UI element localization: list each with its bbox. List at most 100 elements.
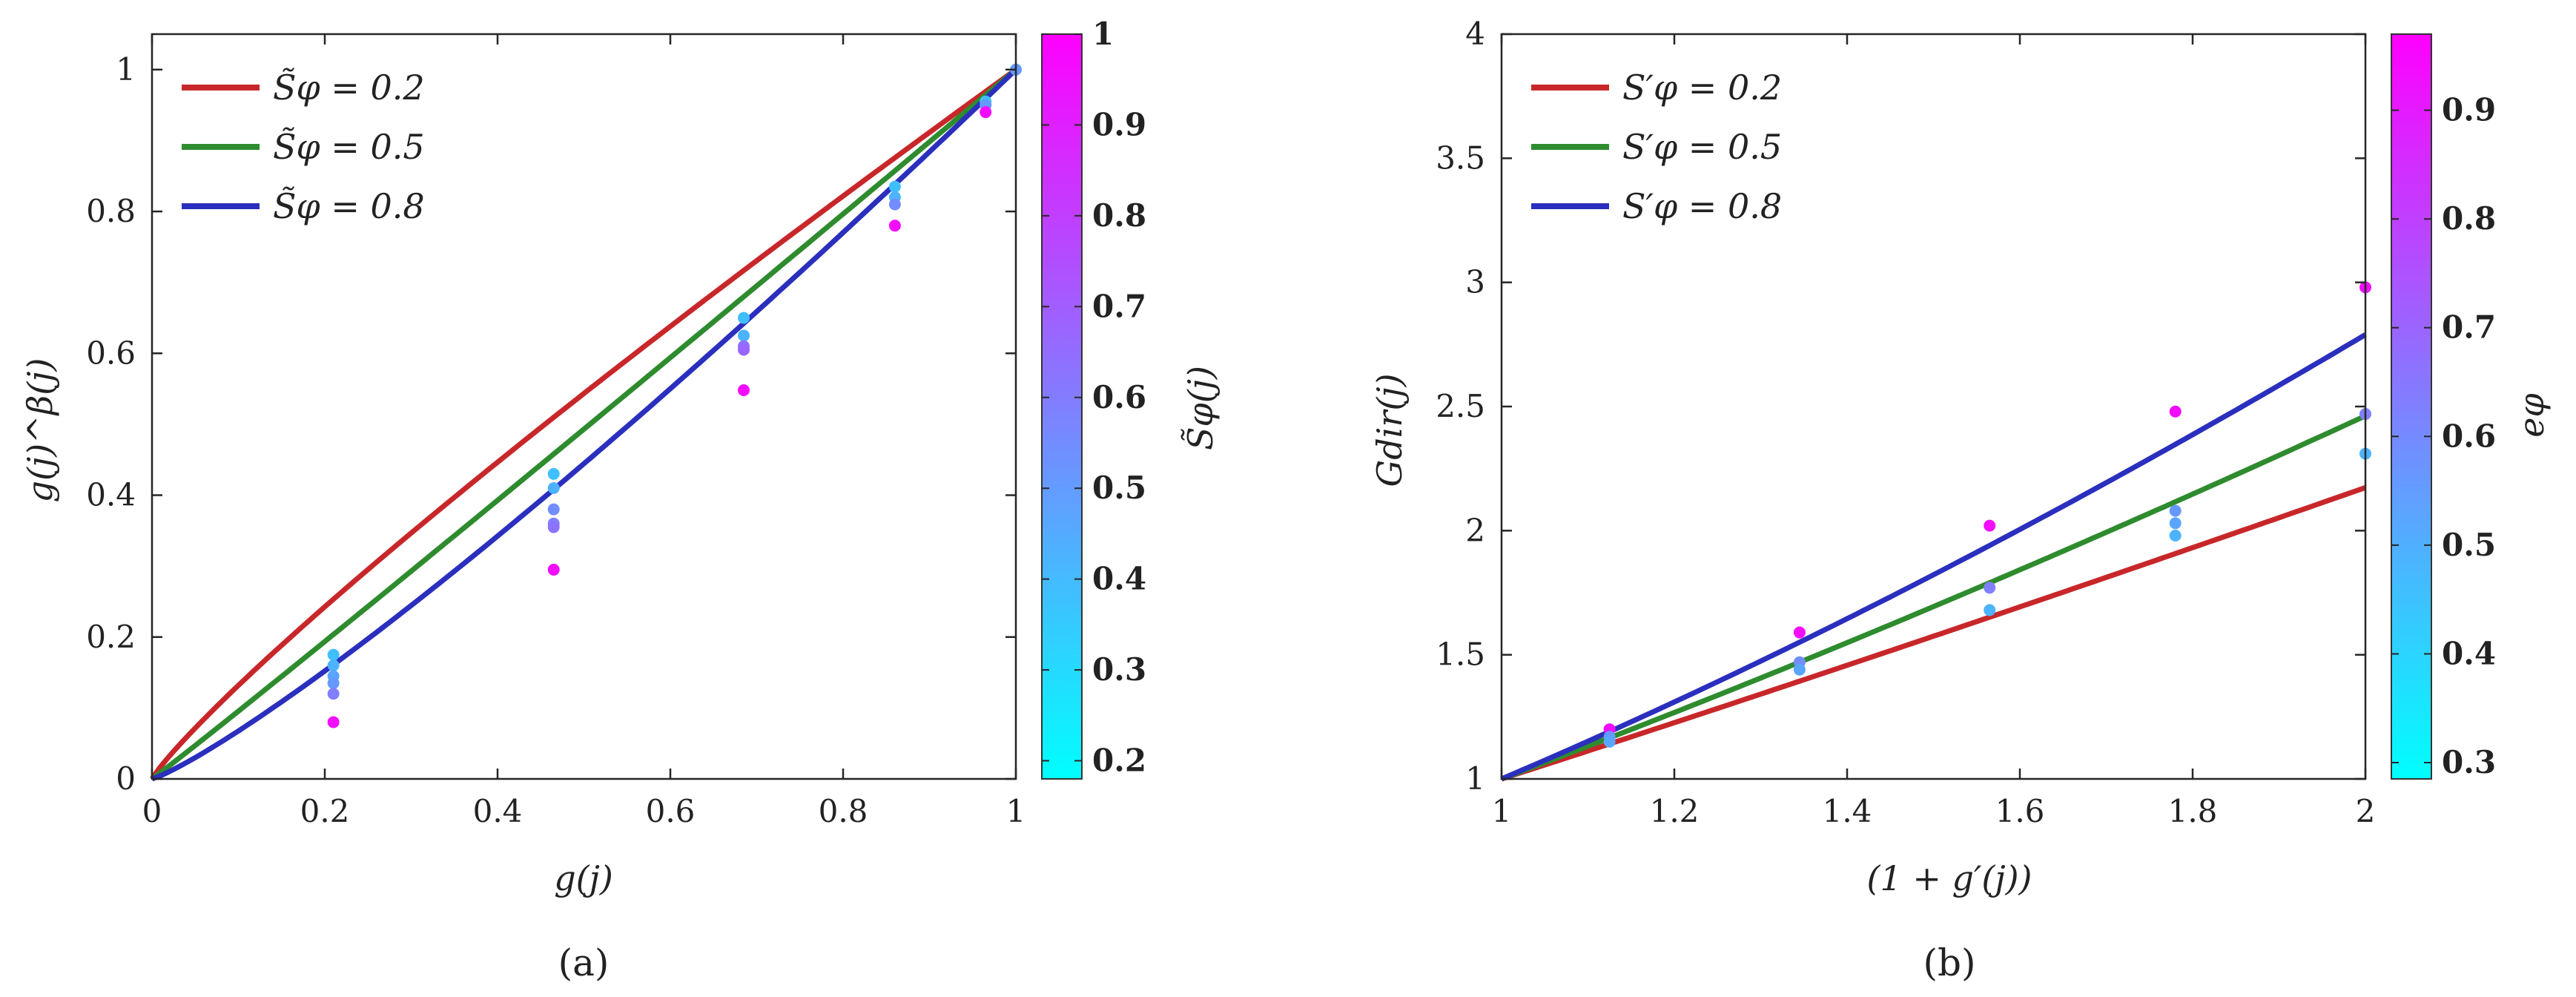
scatter-point-a: [738, 343, 750, 356]
panel-b-caption: (b): [1923, 941, 1975, 984]
colorbar-b-label: eφ: [2511, 392, 2552, 437]
colorbar-a-label: S̃φ(j): [1180, 366, 1221, 450]
xtick-label-b: 1.4: [1823, 793, 1872, 829]
panel-b-lines: [1500, 332, 2367, 782]
scatter-point-b: [1984, 604, 1996, 616]
scatter-point-b: [2169, 530, 2182, 542]
scatter-point-a: [547, 467, 560, 480]
colorbar-tick-label-b: 0.9: [2442, 92, 2496, 128]
panel-b-axes: [1500, 33, 2367, 780]
ytick-label-b: 3.5: [1436, 139, 1485, 176]
colorbar-b-ticks: 0.3 0.4 0.5 0.6 0.7 0.8 0.9: [2391, 92, 2496, 780]
legend-a-2-label: S̃φ = 0.8: [273, 186, 425, 226]
panel-b-colorbar: 0.3 0.4 0.5 0.6 0.7 0.8 0.9 eφ: [2391, 33, 2552, 780]
series-a-0-line: [150, 67, 1018, 780]
panel-b-scatter: [1603, 281, 2371, 748]
colorbar-tick-label-a: 0.9: [1092, 106, 1146, 142]
legend-b-1-label: S′φ = 0.5: [1622, 127, 1782, 167]
ytick-label-a: 0.8: [86, 193, 136, 229]
colorbar-a-gradient: [1041, 33, 1083, 780]
xtick-label-a: 0.4: [473, 793, 523, 829]
ytick-label-b: 2.5: [1436, 388, 1485, 424]
xtick-label-a: 0.8: [819, 793, 868, 829]
scatter-point-b: [1793, 626, 1806, 639]
ytick-label-b: 3: [1465, 264, 1485, 300]
xtick-label-b: 2: [2356, 793, 2376, 829]
colorbar-tick-label-a: 0.7: [1092, 288, 1146, 324]
colorbar-a-ticks: 0.2 0.3 0.4 0.5 0.6 0.7 0.8 0.9 1: [1042, 16, 1146, 779]
colorbar-tick-label-b: 0.8: [2442, 200, 2496, 237]
xtick-label-b: 1: [1492, 793, 1512, 829]
axes-frame-a: [151, 33, 1017, 780]
panel-a-scatter: [327, 63, 1022, 728]
panel-a-legend: S̃φ = 0.2 S̃φ = 0.5 S̃φ = 0.8: [182, 68, 425, 226]
ytick-label-a: 0.4: [86, 477, 136, 513]
series-a-1-line: [150, 68, 1018, 781]
ytick-label-b: 1.5: [1436, 636, 1485, 673]
legend-b-0-label: S′φ = 0.2: [1622, 68, 1782, 108]
colorbar-tick-label-a: 0.8: [1092, 197, 1146, 234]
scatter-point-a: [327, 648, 340, 661]
panel-a: 0 0.2 0.4 0.6 0.8 1 0 0.2 0.4 0.6 0.8 1 g(j) g(j)^…: [20, 16, 1221, 984]
legend-b-2-label: S′φ = 0.8: [1622, 186, 1782, 226]
panel-a-lines: [150, 67, 1018, 782]
panel-b-ytick-labels: 1 1.5 2 2.5 3 3.5 4: [1436, 16, 1485, 797]
scatter-point-a: [327, 677, 340, 689]
ytick-label-b: 2: [1465, 512, 1485, 548]
colorbar-tick-label-b: 0.5: [2442, 527, 2496, 563]
scatter-point-b: [1793, 663, 1806, 676]
scatter-point-a: [738, 384, 750, 397]
xtick-label-b: 1.2: [1650, 793, 1700, 829]
scatter-point-a: [547, 481, 560, 494]
legend-a-0-label: S̃φ = 0.2: [273, 68, 425, 108]
panel-a-axes: [151, 33, 1017, 780]
series-b-2-line: [1500, 332, 2367, 782]
panel-a-ytick-labels: 0 0.2 0.4 0.6 0.8 1: [86, 51, 136, 797]
scatter-point-b: [2169, 504, 2182, 517]
xtick-label-b: 1.8: [2168, 793, 2218, 829]
panel-b-ylabel: Gdir(j): [1370, 373, 1410, 487]
scatter-point-b: [2169, 517, 2182, 530]
scatter-point-b: [1603, 735, 1616, 748]
scatter-point-a: [327, 688, 340, 700]
scatter-point-a: [888, 198, 901, 211]
legend-a-1-label: S̃φ = 0.5: [273, 127, 425, 167]
scatter-point-b: [1984, 519, 1996, 532]
scatter-point-a: [980, 106, 992, 119]
scatter-point-a: [547, 563, 560, 576]
scatter-point-a: [327, 659, 340, 672]
xtick-label-b: 1.6: [1995, 793, 2045, 829]
colorbar-tick-label-b: 0.3: [2442, 744, 2496, 780]
colorbar-b-gradient: [2391, 33, 2432, 780]
scatter-point-a: [738, 312, 750, 324]
scatter-point-a: [888, 180, 901, 193]
colorbar-tick-label-a: 0.5: [1092, 470, 1146, 506]
scatter-point-b: [1984, 582, 1996, 594]
panel-b: 1 1.2 1.4 1.6 1.8 2 1 1.5 2 2.5 3 3.5 4 (1 + g′(j))…: [1370, 16, 2552, 984]
xtick-label-a: 0.6: [646, 793, 696, 829]
colorbar-tick-label-a: 1: [1092, 16, 1114, 52]
series-b-0-line: [1500, 484, 2367, 782]
panel-a-colorbar: 0.2 0.3 0.4 0.5 0.6 0.7 0.8 0.9 1 S̃φ(j): [1041, 16, 1221, 780]
colorbar-tick-label-a: 0.6: [1092, 379, 1146, 415]
panel-a-xtick-labels: 0 0.2 0.4 0.6 0.8 1: [142, 793, 1026, 829]
ytick-label-a: 1: [116, 51, 136, 88]
ytick-label-b: 4: [1465, 16, 1485, 52]
colorbar-tick-label-b: 0.7: [2442, 309, 2496, 346]
ytick-label-a: 0: [116, 760, 136, 797]
ytick-label-b: 1: [1465, 760, 1485, 797]
scatter-point-a: [738, 329, 750, 342]
series-b-1-line: [1500, 413, 2367, 782]
ytick-label-a: 0.6: [86, 335, 136, 371]
series-a-2-line: [151, 68, 1018, 782]
panel-a-ylabel: g(j)^β(j): [20, 358, 60, 503]
scatter-point-a: [327, 716, 340, 728]
colorbar-tick-label-a: 0.2: [1092, 743, 1146, 779]
scatter-point-a: [888, 220, 901, 232]
panel-a-xlabel: g(j): [554, 858, 613, 898]
panel-b-legend: S′φ = 0.2 S′φ = 0.5 S′φ = 0.8: [1531, 68, 1782, 226]
colorbar-tick-label-a: 0.4: [1092, 561, 1146, 597]
scatter-point-a: [547, 521, 560, 533]
scatter-point-a: [547, 503, 560, 516]
